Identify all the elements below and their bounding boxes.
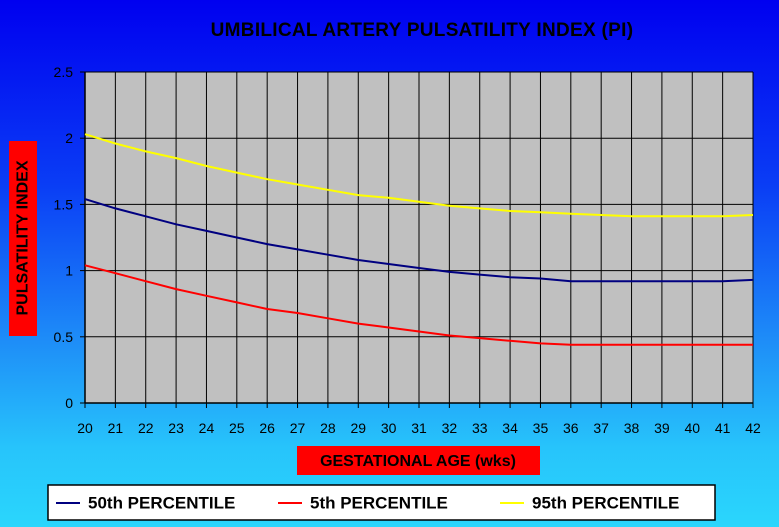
grid-lines	[85, 71, 754, 403]
x-axis-label: GESTATIONAL AGE (wks)	[320, 453, 516, 470]
x-tick-label: 29	[350, 420, 366, 436]
x-tick-label: 34	[502, 420, 518, 436]
x-tick-label: 26	[259, 420, 275, 436]
series-line-50th-percentile	[84, 198, 754, 283]
x-tick-label: 31	[411, 420, 427, 436]
chart-title: UMBILICAL ARTERY PULSATILITY INDEX (PI)	[211, 20, 634, 41]
x-tick-label: 24	[199, 420, 215, 436]
x-tick-label: 42	[745, 420, 761, 436]
x-tick-label: 21	[108, 420, 124, 436]
x-tick-label: 33	[472, 420, 488, 436]
axes	[80, 71, 754, 408]
x-tick-label: 22	[138, 420, 154, 436]
x-tick-label: 41	[715, 420, 731, 436]
x-tick-label: 37	[593, 420, 609, 436]
x-tick-label: 39	[654, 420, 670, 436]
series-lines	[84, 133, 754, 346]
y-tick-label: 1	[65, 263, 73, 279]
x-tick-label: 20	[77, 420, 93, 436]
y-axis-label: PULSATILITY INDEX	[15, 160, 32, 315]
x-tick-label: 35	[533, 420, 549, 436]
legend-entries: 50th PERCENTILE 5th PERCENTILE 95th PERCEN…	[56, 494, 679, 513]
x-tick-label: 27	[290, 420, 306, 436]
x-tick-label: 30	[381, 420, 397, 436]
y-axis-label-box	[9, 141, 37, 336]
x-tick-label: 40	[684, 420, 700, 436]
y-tick-label: 0	[65, 395, 73, 411]
x-tick-label: 38	[624, 420, 640, 436]
x-tick-label: 28	[320, 420, 336, 436]
y-tick-label: 1.5	[54, 196, 74, 212]
x-tick-label: 32	[442, 420, 458, 436]
y-tick-label: 2	[65, 130, 73, 146]
legend-label: 95th PERCENTILE	[532, 494, 679, 513]
x-tick-label: 23	[168, 420, 184, 436]
y-tick-labels: 0 0.5 1 1.5 2 2.5	[54, 64, 74, 411]
series-line-5th-percentile	[84, 264, 753, 346]
y-tick-label: 2.5	[54, 64, 74, 80]
legend-label: 50th PERCENTILE	[88, 494, 235, 513]
x-tick-label: 25	[229, 420, 245, 436]
legend-label: 5th PERCENTILE	[310, 494, 448, 513]
series-line-95th-percentile	[84, 133, 754, 218]
x-axis-label-box	[297, 446, 540, 475]
x-tick-label: 36	[563, 420, 579, 436]
y-tick-label: 0.5	[54, 329, 74, 345]
legend	[47, 484, 716, 521]
x-tick-labels: 20 21 22 23 24 25 26 27 28 29 30 31 32 33 34 35 36 37 38 39…	[77, 420, 761, 436]
